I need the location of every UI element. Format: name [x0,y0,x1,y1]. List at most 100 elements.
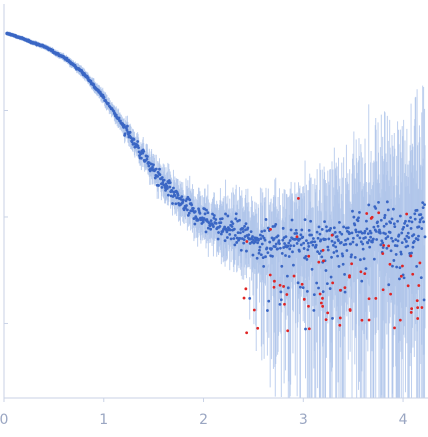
data-point [168,185,172,189]
data-point [303,218,307,221]
data-point [360,231,364,235]
y-ticks [4,109,8,324]
data-point [228,228,232,232]
excluded-data-point [331,281,335,285]
data-point [232,227,236,231]
data-point [365,219,368,223]
data-point [281,238,285,242]
data-point [151,165,154,169]
data-point [311,243,315,247]
data-point [333,241,337,245]
data-point [336,254,339,258]
data-point [287,255,291,258]
data-point [175,196,179,200]
excluded-data-point [374,296,378,300]
data-point [281,226,285,230]
data-point [332,226,336,230]
data-point [405,240,408,243]
data-point [153,176,157,180]
data-point [338,230,342,234]
data-point [186,214,190,217]
excluded-data-point [360,318,364,322]
data-point [392,222,396,226]
data-point [190,203,193,207]
data-point [261,234,265,238]
data-point [117,116,121,120]
data-point [273,245,277,249]
data-point [164,182,168,186]
data-point [301,286,305,290]
data-point [229,237,233,241]
data-point [353,255,357,259]
data-point [238,218,241,222]
data-point [309,219,313,223]
data-point [251,235,254,238]
data-point [205,208,208,212]
data-point [397,233,401,237]
data-point [156,175,160,178]
data-point [160,176,164,179]
excluded-data-point [252,308,256,312]
data-point [413,212,417,216]
data-point [139,156,143,160]
data-point [352,215,356,219]
data-point [396,219,399,223]
data-point [223,239,227,243]
data-point [277,239,281,243]
excluded-data-point [338,288,342,292]
data-point [310,267,314,271]
data-point [375,238,379,241]
excluded-data-point [409,254,413,258]
data-point [399,252,403,256]
data-point [384,232,387,236]
data-point [225,236,229,239]
data-point [360,279,364,283]
data-point [137,146,140,150]
data-point [298,285,302,289]
data-point [410,251,413,255]
excluded-data-point [269,228,272,231]
data-point [226,214,230,218]
data-point [387,283,391,287]
data-point [209,227,213,231]
data-point [353,223,357,227]
data-point [312,293,316,297]
data-point [274,222,278,226]
excluded-data-point [406,284,410,288]
excluded-data-point [295,235,299,239]
data-point [334,245,338,249]
data-point [395,265,399,269]
excluded-data-point [317,260,321,264]
excluded-data-point [401,264,404,268]
data-point [316,236,320,240]
excluded-data-point [324,318,328,322]
x-tick-label: 0 [0,412,8,428]
data-point [248,296,252,300]
data-point [389,249,393,253]
data-point [168,181,172,185]
data-point [389,221,392,225]
data-point [258,248,261,252]
excluded-data-point [292,274,296,278]
data-point [374,206,378,210]
data-point [417,225,421,229]
data-point [279,298,283,302]
data-point [394,253,398,256]
data-point [214,218,218,221]
data-point [114,113,118,117]
data-point [380,239,384,243]
excluded-data-point [338,316,342,320]
data-point [421,206,425,210]
data-point [280,264,284,268]
x-tick-label: 3 [299,412,308,428]
data-point [257,251,261,255]
data-point [340,252,344,256]
data-point [362,257,366,261]
data-point [219,232,223,236]
data-point [283,242,286,245]
data-point [212,225,215,229]
data-point [363,229,367,233]
data-point [236,231,240,235]
x-tick-label: 1 [99,412,108,428]
excluded-data-point [350,262,354,266]
